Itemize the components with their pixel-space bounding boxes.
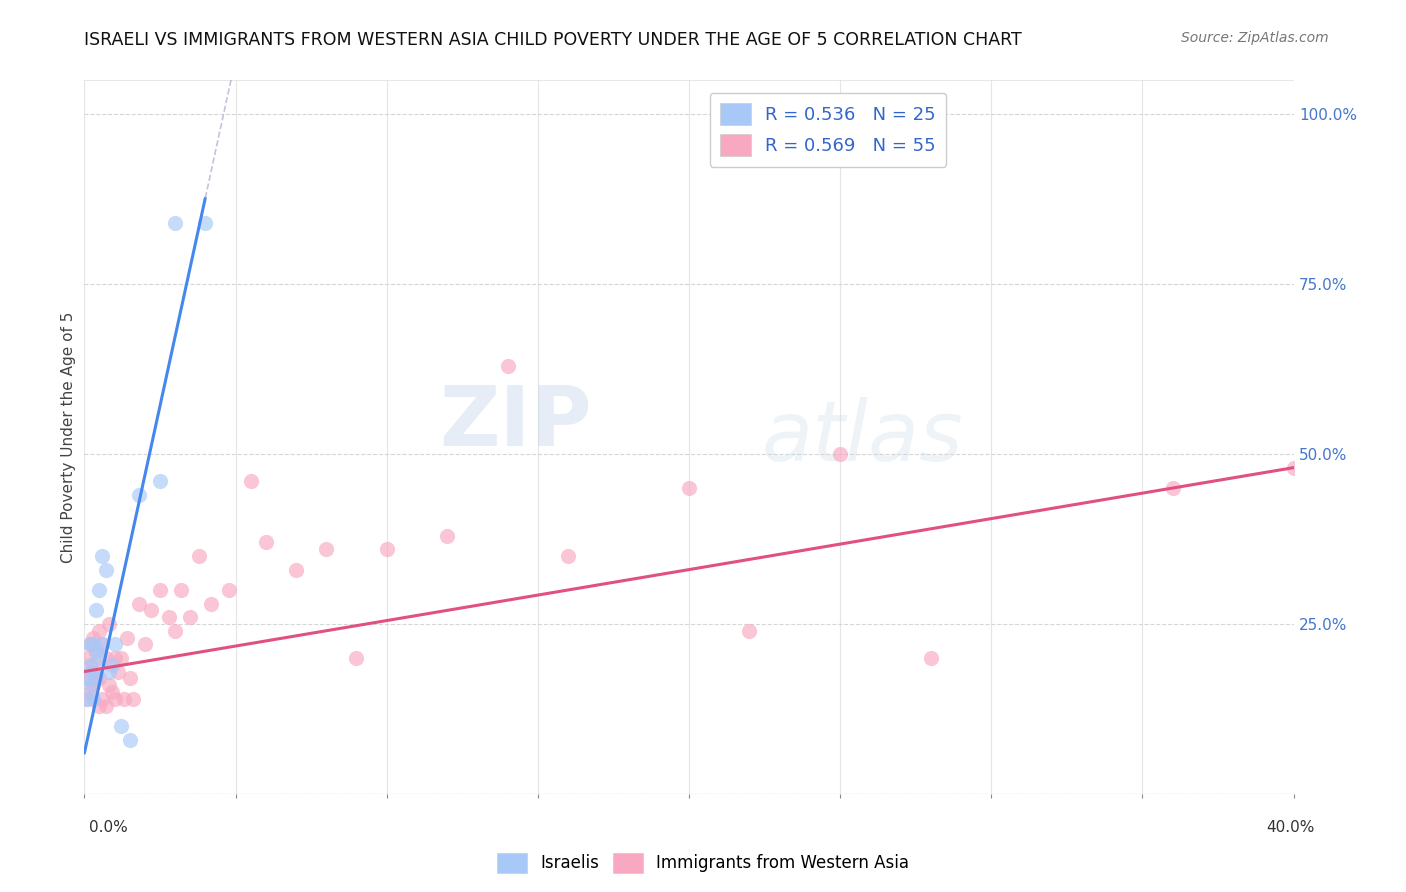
Text: ISRAELI VS IMMIGRANTS FROM WESTERN ASIA CHILD POVERTY UNDER THE AGE OF 5 CORRELA: ISRAELI VS IMMIGRANTS FROM WESTERN ASIA …: [84, 31, 1022, 49]
Point: [79, 657, 101, 672]
Point: [79, 678, 101, 692]
Point: [91, 691, 114, 706]
Legend: Israelis, Immigrants from Western Asia: Israelis, Immigrants from Western Asia: [491, 847, 915, 880]
Point: [115, 631, 138, 645]
Point: [188, 549, 211, 563]
Point: [157, 610, 180, 624]
Point: [76, 671, 98, 685]
Point: [239, 475, 262, 489]
Point: [94, 651, 117, 665]
Point: [285, 563, 308, 577]
Point: [82, 657, 104, 672]
Point: [1282, 460, 1305, 475]
Point: [346, 651, 368, 665]
Point: [121, 691, 143, 706]
Point: [97, 678, 120, 692]
Point: [79, 637, 101, 651]
Point: [200, 597, 222, 611]
Point: [91, 637, 114, 651]
Point: [149, 582, 172, 597]
Point: [91, 549, 114, 563]
Point: [375, 542, 398, 557]
Point: [165, 624, 187, 638]
Point: [557, 549, 579, 563]
Point: [76, 651, 98, 665]
Point: [100, 685, 122, 699]
Point: [194, 216, 217, 230]
Point: [149, 475, 172, 489]
Point: [76, 671, 98, 685]
Point: [89, 671, 111, 685]
Point: [82, 665, 104, 679]
Point: [254, 535, 277, 549]
Point: [86, 644, 108, 658]
Point: [112, 691, 135, 706]
Point: [496, 359, 519, 373]
Point: [128, 488, 150, 502]
Text: Source: ZipAtlas.com: Source: ZipAtlas.com: [1181, 31, 1329, 45]
Point: [436, 528, 458, 542]
Text: atlas: atlas: [762, 397, 963, 477]
Y-axis label: Child Poverty Under the Age of 5: Child Poverty Under the Age of 5: [60, 311, 76, 563]
Point: [128, 597, 150, 611]
Point: [738, 624, 761, 638]
Point: [89, 582, 111, 597]
Point: [104, 651, 127, 665]
Point: [830, 447, 852, 461]
Point: [89, 698, 111, 713]
Point: [100, 657, 122, 672]
Text: ZIP: ZIP: [440, 383, 592, 463]
Point: [118, 671, 141, 685]
Point: [79, 685, 101, 699]
Point: [104, 691, 127, 706]
Point: [139, 603, 162, 617]
Point: [134, 637, 156, 651]
Point: [107, 665, 129, 679]
Point: [82, 678, 104, 692]
Point: [104, 637, 127, 651]
Point: [678, 481, 700, 495]
Point: [82, 691, 104, 706]
Point: [94, 563, 117, 577]
Point: [170, 582, 193, 597]
Point: [165, 216, 187, 230]
Point: [94, 698, 117, 713]
Point: [89, 624, 111, 638]
Point: [79, 637, 101, 651]
Text: 0.0%: 0.0%: [89, 821, 128, 835]
Point: [118, 732, 141, 747]
Point: [315, 542, 337, 557]
Point: [110, 651, 132, 665]
Point: [86, 603, 108, 617]
Point: [97, 665, 120, 679]
Point: [218, 582, 240, 597]
Point: [179, 610, 201, 624]
Point: [1161, 481, 1184, 495]
Legend: R = 0.536   N = 25, R = 0.569   N = 55: R = 0.536 N = 25, R = 0.569 N = 55: [710, 93, 946, 167]
Point: [82, 631, 104, 645]
Point: [76, 691, 98, 706]
Point: [920, 651, 942, 665]
Point: [110, 719, 132, 733]
Point: [86, 671, 108, 685]
Point: [76, 691, 98, 706]
Point: [91, 637, 114, 651]
Point: [86, 644, 108, 658]
Text: 40.0%: 40.0%: [1267, 821, 1315, 835]
Point: [86, 671, 108, 685]
Point: [82, 637, 104, 651]
Point: [79, 665, 101, 679]
Point: [89, 651, 111, 665]
Point: [97, 617, 120, 632]
